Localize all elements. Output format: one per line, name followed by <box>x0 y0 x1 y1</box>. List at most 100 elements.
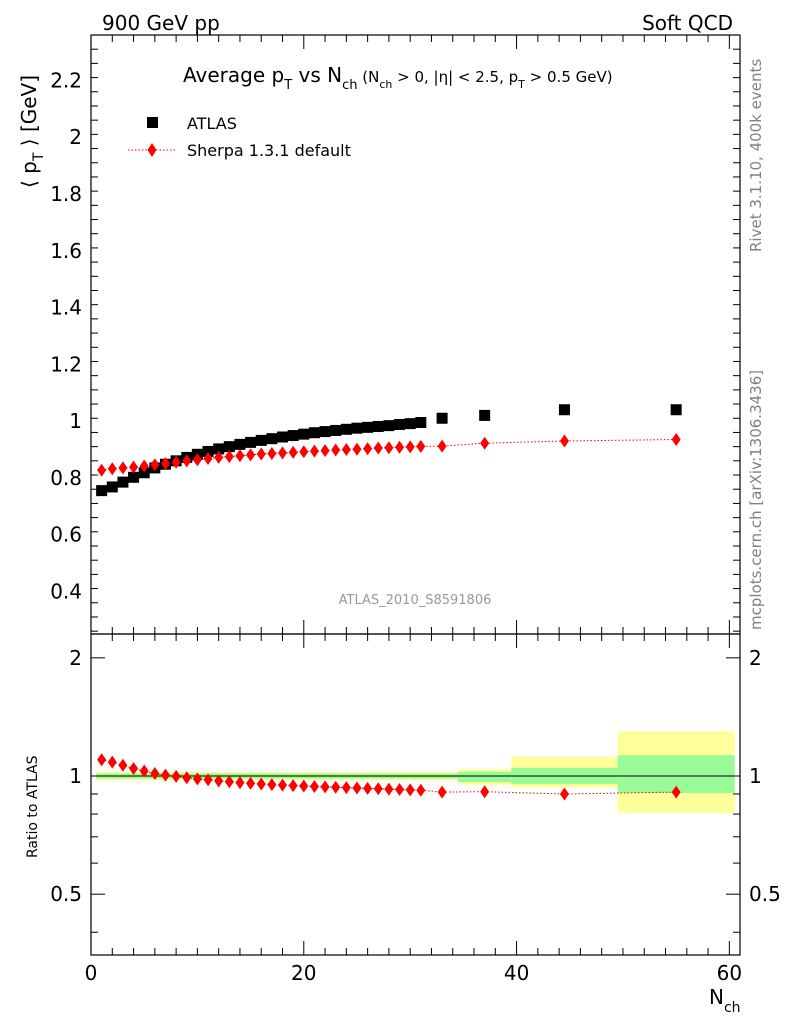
ratio-sherpa-point <box>267 778 277 792</box>
main-y-tick-label: 1.2 <box>50 352 82 376</box>
sherpa-point <box>214 450 224 464</box>
ratio-y-tick-label-right: 2 <box>749 646 762 670</box>
ratio-sherpa-point <box>150 766 160 780</box>
atlas-point <box>308 427 320 439</box>
title-main-sub: T <box>283 78 292 93</box>
ratio-sherpa-point <box>107 755 117 769</box>
ratio-sherpa-point <box>320 780 330 794</box>
ratio-y-tick-label-right: 1 <box>749 764 762 788</box>
analysis-id: ATLAS_2010_S8591806 <box>339 593 492 608</box>
xlabel-main: N <box>709 985 724 1009</box>
ratio-sherpa-point <box>416 783 426 797</box>
sherpa-point <box>224 450 234 464</box>
sherpa-point <box>182 454 192 468</box>
sherpa-point <box>416 439 426 453</box>
ratio-sherpa-point <box>192 772 202 786</box>
atlas-point <box>404 418 416 430</box>
sherpa-point <box>278 446 288 460</box>
ratio-sherpa-point <box>160 768 170 782</box>
ratio-y-tick-label-right: 0.5 <box>749 882 781 906</box>
ratio-sherpa-point <box>256 777 266 791</box>
ratio-sherpa-point <box>97 753 107 767</box>
sherpa-point <box>235 449 245 463</box>
ratio-frame <box>90 633 741 956</box>
atlas-point <box>340 423 352 435</box>
main-y-tick-label: 2.2 <box>50 68 82 92</box>
ratio-sherpa-point <box>224 775 234 789</box>
title-cond-2-sub: T <box>517 78 525 91</box>
atlas-point <box>298 428 310 440</box>
atlas-point <box>213 443 225 455</box>
ratio-sherpa-point <box>331 780 341 794</box>
ratio-sherpa-point <box>182 771 192 785</box>
ratio-sherpa-point <box>118 758 128 772</box>
ratio-sherpa-point <box>288 779 298 793</box>
y-axis-label-ratio: Ratio to ATLAS <box>25 755 41 858</box>
ratio-sherpa-point <box>309 780 319 794</box>
x-tick-label: 40 <box>504 961 529 985</box>
sherpa-point <box>203 452 213 466</box>
atlas-point <box>362 421 374 433</box>
legend-atlas-label: ATLAS <box>187 114 237 133</box>
sherpa-point <box>256 447 266 461</box>
sherpa-point <box>384 441 394 455</box>
atlas-point <box>245 436 257 448</box>
sherpa-point <box>160 457 170 471</box>
ratio-sherpa-point <box>299 779 309 793</box>
sherpa-point <box>405 440 415 454</box>
sherpa-point <box>352 442 362 456</box>
ratio-sherpa-point <box>559 787 569 801</box>
main-y-tick-label: 1.8 <box>50 182 82 206</box>
ratio-data-layer <box>97 753 681 801</box>
legend-sherpa-label: Sherpa 1.3.1 default <box>187 141 351 160</box>
atlas-point <box>138 467 150 479</box>
sherpa-point <box>363 442 373 456</box>
ratio-sherpa-point <box>395 782 405 796</box>
ylabel-main-sub: T <box>31 152 47 162</box>
atlas-point <box>128 471 140 483</box>
atlas-point <box>277 431 289 443</box>
ratio-sherpa-point <box>437 785 447 799</box>
atlas-point <box>287 430 299 442</box>
y-axis-label-main: ⟨ pT ⟩ [GeV] <box>17 75 47 188</box>
atlas-point <box>330 424 342 436</box>
title-cond-3: > 0.5 GeV) <box>525 68 613 86</box>
sherpa-point <box>309 444 319 458</box>
ratio-sherpa-point <box>129 762 139 776</box>
atlas-point <box>117 476 129 488</box>
ylabel-main-post: ⟩ [GeV] <box>17 75 41 153</box>
sherpa-point <box>107 462 117 476</box>
ratio-sherpa-point <box>341 781 351 795</box>
sherpa-point <box>171 455 181 469</box>
main-data-layer <box>96 404 682 497</box>
mcplots-reference-text: mcplots.cern.ch [arXiv:1306.3436] <box>747 370 765 630</box>
atlas-point <box>266 433 278 445</box>
atlas-point <box>106 481 118 493</box>
atlas-point <box>479 409 491 421</box>
main-y-tick-label: 0.8 <box>50 466 82 490</box>
ratio-sherpa-point <box>214 774 224 788</box>
x-axis-label: Nch <box>709 985 741 1016</box>
ratio-sherpa-point <box>384 782 394 796</box>
sherpa-point <box>139 459 149 473</box>
sherpa-point <box>395 440 405 454</box>
atlas-point <box>202 445 214 457</box>
sherpa-point <box>129 460 139 474</box>
ratio-sherpa-point <box>363 781 373 795</box>
legend-sherpa-marker <box>147 143 157 157</box>
atlas-point <box>319 426 331 438</box>
sherpa-point <box>118 461 128 475</box>
ratio-y-tick-label: 2 <box>69 646 82 670</box>
atlas-point <box>234 438 246 450</box>
main-y-tick-label: 1.6 <box>50 239 82 263</box>
sherpa-point <box>246 448 256 462</box>
title-main-prefix: Average p <box>183 63 284 87</box>
ratio-sherpa-point <box>278 778 288 792</box>
legend-atlas-marker <box>147 117 158 128</box>
x-tick-label: 60 <box>717 961 742 985</box>
title-main-sub2: ch <box>342 78 357 93</box>
sherpa-point <box>480 436 490 450</box>
ratio-axis-ticks: 0.5 0.51 12 20 20 40 60 <box>50 634 781 985</box>
legend: ATLAS Sherpa 1.3.1 default <box>128 114 351 160</box>
main-y-tick-label: 2 <box>69 125 82 149</box>
